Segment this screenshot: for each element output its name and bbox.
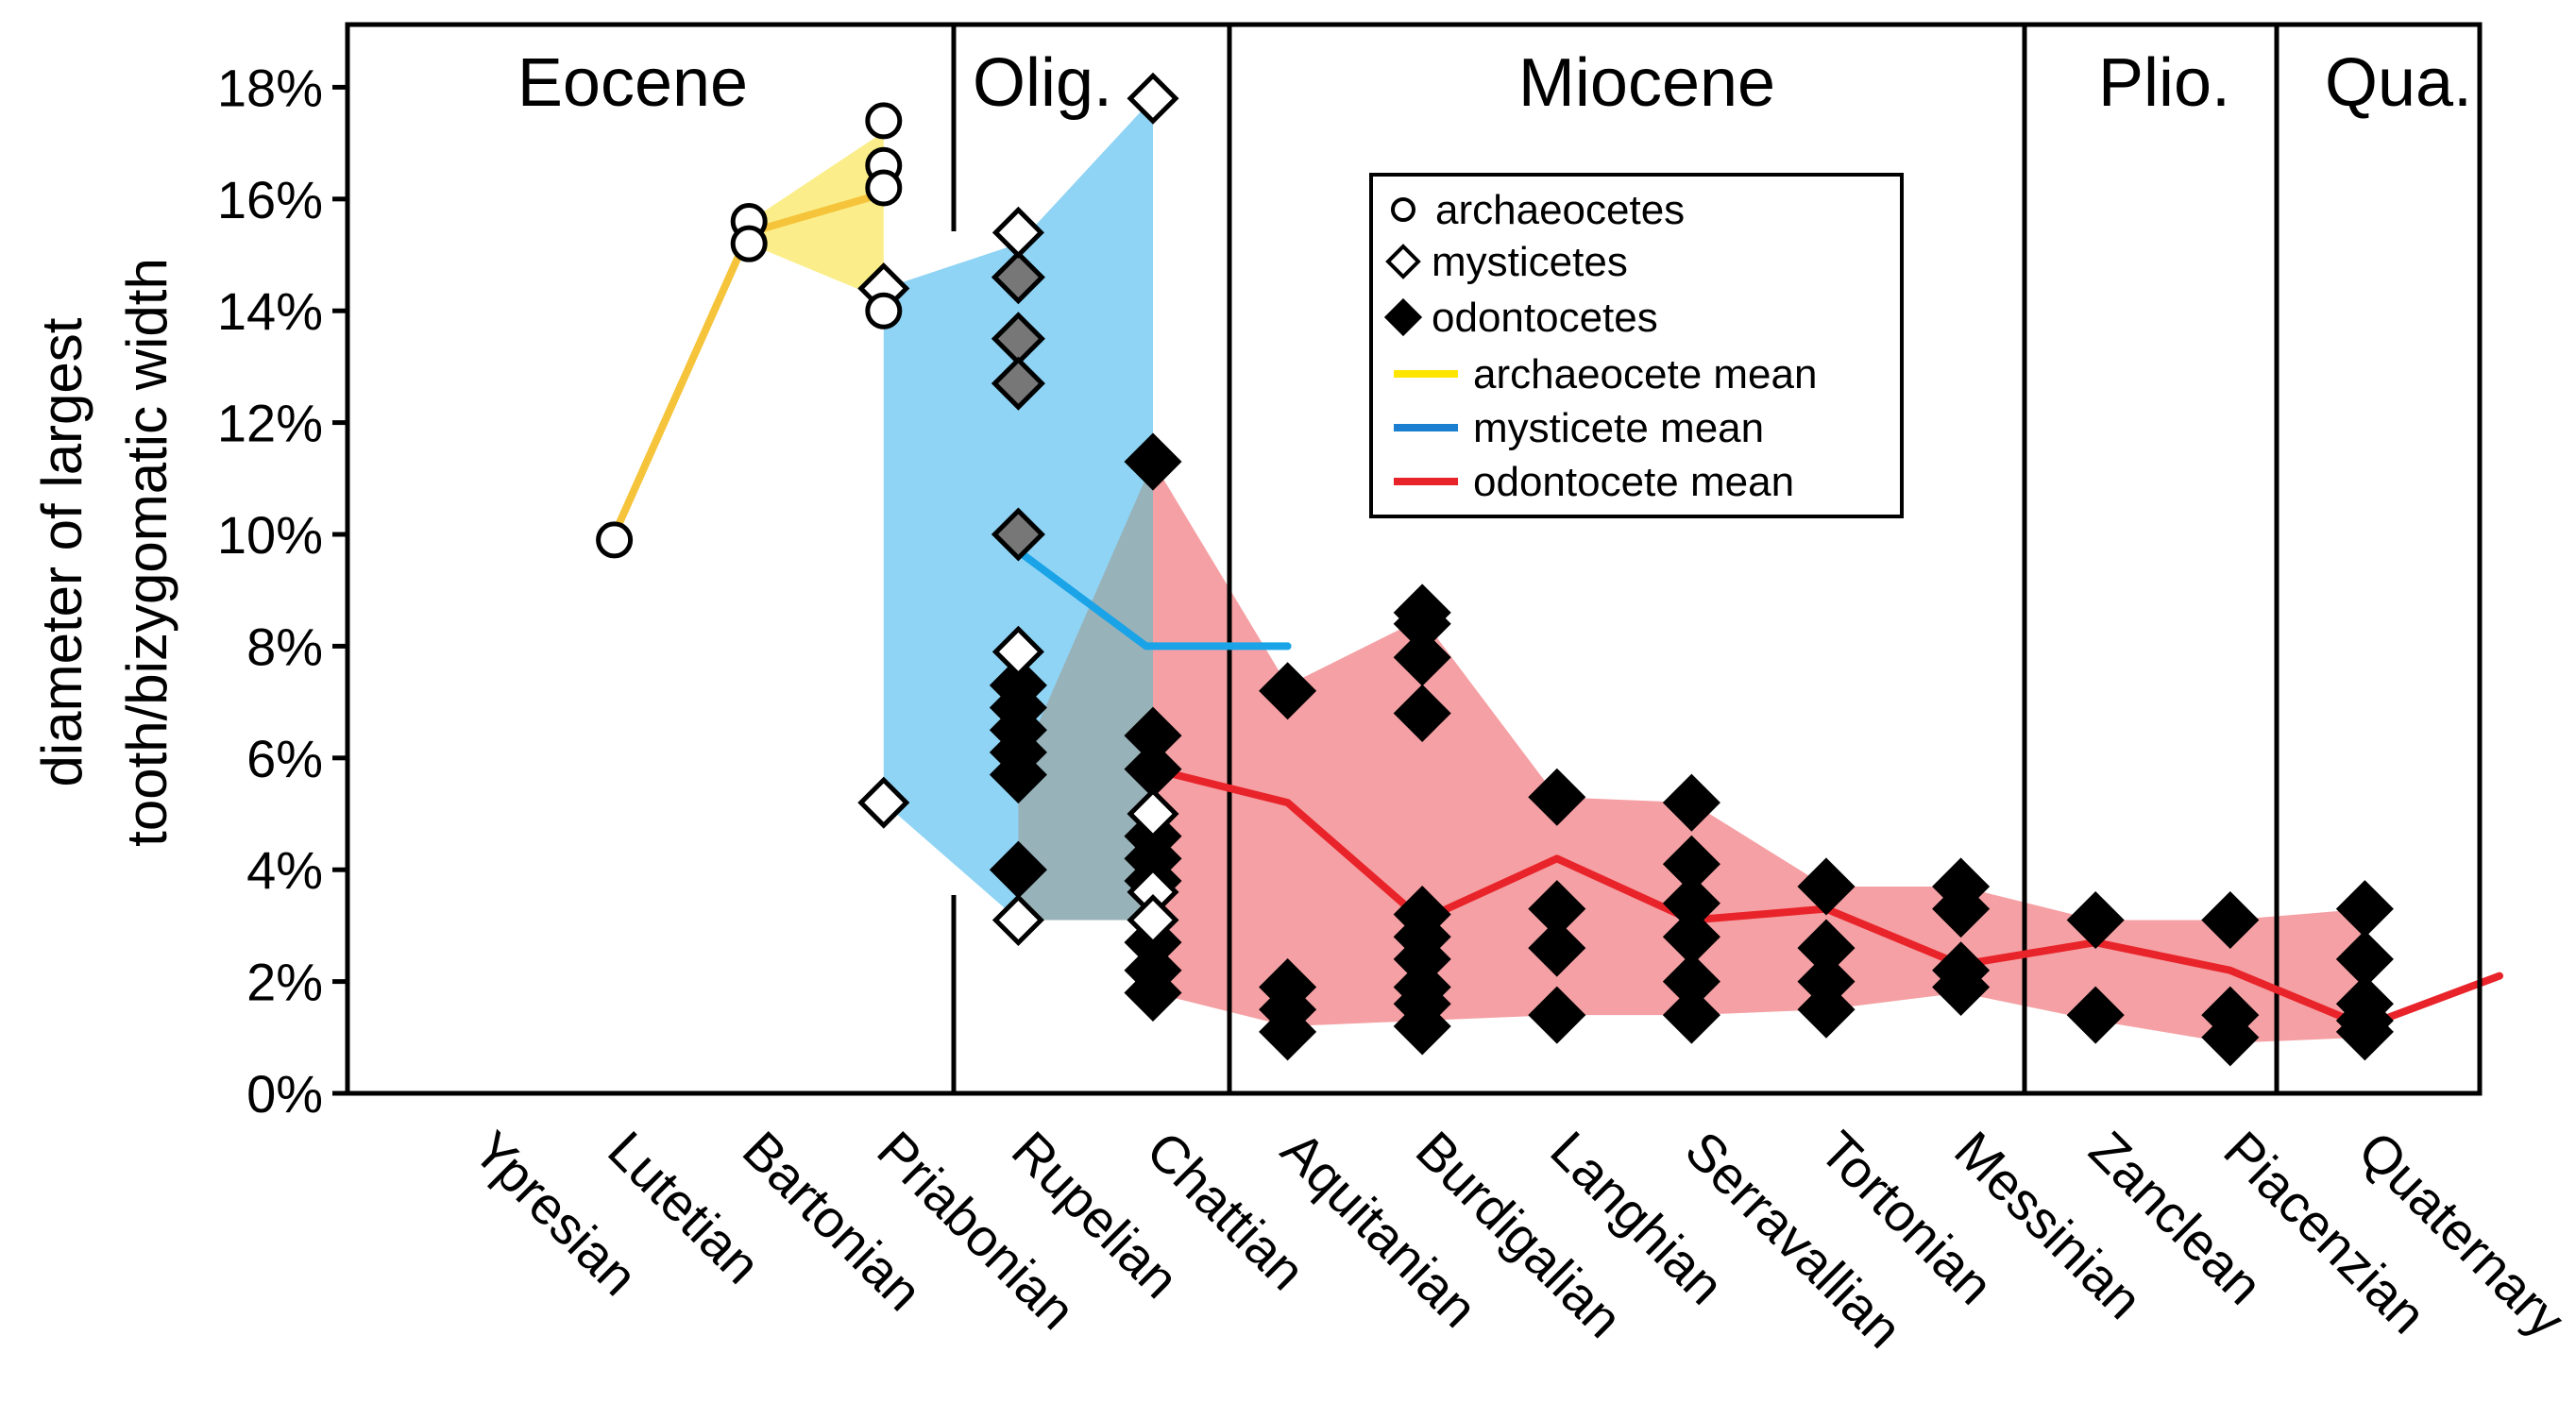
odontocete-point-47 [2066,890,2125,950]
odontocete-point-49 [2201,890,2260,950]
odontocete-point-6 [1124,432,1182,491]
y-tick-label-14: 14% [217,281,323,341]
legend-archaeocete-mean-label: archaeocete mean [1473,351,1817,397]
plot-frame [345,22,2483,1096]
legend-odontocetes-icon [1383,297,1423,337]
mysticete-mean-line [1014,547,1292,651]
archaeocete-point-6 [865,292,903,330]
legend-mysticetes-icon [1385,244,1421,279]
odontocete-point-51 [2201,1008,2260,1067]
y-tick-label-4: 4% [246,840,323,900]
legend: archaeocetes mysticetes odontocetes archaeo… [1369,173,1904,518]
y-axis-title-line-1: diameter of largest [30,317,93,786]
odontocete-point-48 [2066,986,2125,1044]
odontocete-point-56 [2335,1003,2394,1061]
mysticete-point-2 [991,206,1044,259]
y-axis-title: diameter of largest tooth/bizygomatic wi… [30,258,178,847]
epoch-label-miocene: Miocene [1518,45,1775,121]
odontocete-point-18 [1259,1003,1317,1061]
odontocete-point-31 [1528,919,1586,977]
archaeocete-point-5 [865,169,903,207]
y-tick-label-18: 18% [217,58,323,117]
archaeocete-point-3 [865,102,903,140]
mysticete-point-3 [991,625,1044,678]
mysticete-grey-point-2 [991,356,1045,411]
legend-odontocete-mean-label: odontocete mean [1473,459,1794,505]
data-points [596,72,2394,1067]
y-axis: 0% 2% 4% 6% 8% 10% 12% 14% 16% 18% [217,58,347,1124]
legend-odontocetes-label: odontocetes [1432,295,1658,341]
mysticete-grey-point-0 [991,250,1045,305]
epoch-label-olig: Olig. [973,45,1112,121]
epoch-label-plio: Plio. [2098,45,2230,121]
archaeocete-point-2 [730,225,768,262]
odontocete-point-44 [1932,880,1991,938]
odontocete-point-28 [1393,997,1451,1056]
odontocete-point-14 [1124,963,1182,1022]
y-tick-label-6: 6% [246,729,323,788]
odontocete-point-42 [1797,980,1856,1039]
odontocete-point-46 [1932,957,1991,1017]
mysticete-point-1 [857,776,910,829]
odontocete-point-32 [1528,986,1586,1044]
odontocete-point-4 [989,746,1047,804]
legend-mysticete-mean-label: mysticete mean [1473,405,1764,451]
legend-archaeocetes-label: archaeocetes [1435,187,1685,233]
odontocete-point-22 [1393,684,1451,742]
y-tick-label-2: 2% [246,953,323,1012]
epoch-label-eocene: Eocene [517,45,748,121]
odontocete-point-39 [1797,857,1856,916]
y-tick-label-12: 12% [217,394,323,453]
epoch-label-qua: Qua. [2325,45,2472,121]
y-tick-label-0: 0% [246,1064,323,1124]
mysticete-point-8 [1127,893,1179,947]
legend-archaeocetes-icon [1391,197,1415,222]
legend-box [1369,173,1904,518]
odontocete-point-21 [1393,628,1451,686]
epoch-labels: Eocene Olig. Miocene Plio. Qua. [517,45,2472,121]
odontocete-point-29 [1528,768,1586,826]
legend-mysticetes-label: mysticetes [1432,239,1628,285]
odontocete-point-38 [1662,986,1720,1044]
archaeocete-point-0 [596,521,634,559]
mysticete-point-5 [1127,72,1179,125]
mysticete-point-4 [991,893,1044,947]
x-axis-labels: YpresianLutetianBartonianPriabonianRupel… [463,1120,2576,1360]
epoch-dividers [951,25,2279,1093]
y-tick-label-8: 8% [246,617,323,676]
mysticete-grey-point-3 [991,507,1045,562]
mysticete-point-6 [1127,787,1179,840]
odontocete-point-33 [1662,773,1720,832]
odontocete-point-15 [1259,662,1317,720]
y-axis-title-line-2: tooth/bizygomatic width [115,258,178,847]
odontocete-range-band [1153,462,2365,1043]
y-tick-label-10: 10% [217,505,323,565]
overlap-range-band [1018,462,1153,921]
y-tick-label-16: 16% [217,170,323,229]
